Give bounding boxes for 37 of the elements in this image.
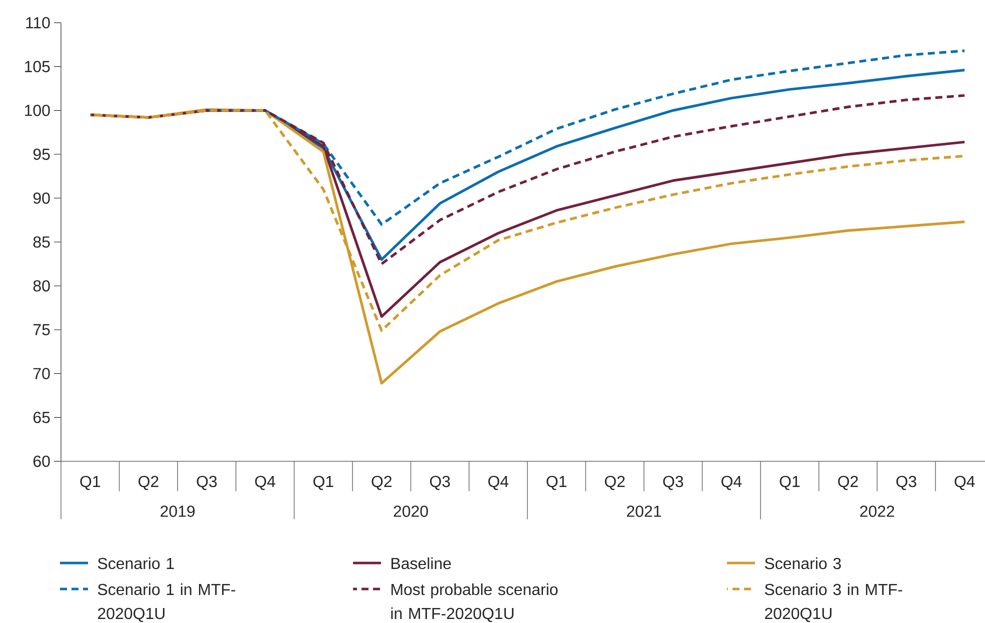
text: 2020 — [394, 506, 428, 517]
x-tick-label: Q1 — [546, 476, 566, 490]
text: 2021 — [626, 506, 661, 517]
x-tick-label: Q3 — [896, 476, 916, 490]
y-tick-label: 90 — [33, 192, 50, 204]
x-tick-label: Q1 — [80, 476, 100, 490]
y-tick-label: 95 — [33, 148, 50, 160]
x-tick-label: Q2 — [838, 476, 858, 490]
legend-label: Scenario 1 in MTF-2020Q1U — [98, 583, 236, 622]
x-tick-label: Q2 — [604, 476, 625, 490]
legend-label: Scenario 1 — [98, 557, 174, 570]
x-tick-label: Q4 — [488, 476, 508, 490]
y-tick-label: 110 — [26, 17, 50, 28]
y-tick-label: 70 — [33, 368, 50, 380]
text: 2022 — [860, 506, 894, 517]
legend-label: Scenario 3 — [764, 557, 841, 570]
x-tick-label: Q2 — [138, 476, 158, 490]
x-tick-label: Q1 — [780, 476, 800, 490]
y-tick-label: 105 — [25, 60, 50, 72]
y-tick-label: 60 — [33, 456, 50, 467]
x-tick-label: Q4 — [255, 476, 276, 490]
x-tick-label: Q3 — [196, 476, 217, 490]
x-tick-label: Q2 — [372, 476, 392, 490]
legend-label: Scenario 3 in MTF-2020Q1U — [764, 583, 902, 622]
y-tick-label: 85 — [33, 236, 50, 248]
y-tick-label: 65 — [33, 412, 50, 424]
x-tick-label: Q3 — [663, 476, 684, 490]
x-tick-label: Q4 — [721, 476, 742, 490]
legend-label: Baseline — [392, 557, 451, 570]
legend-label: Most probable scenario in MTF-2020Q1U — [391, 583, 558, 622]
y-tick-label: 80 — [33, 280, 50, 292]
x-tick-label: Q4 — [954, 476, 975, 490]
x-tick-label: Q1 — [313, 476, 334, 490]
y-tick-label: 100 — [25, 104, 50, 116]
y-tick-label: 75 — [33, 324, 50, 336]
x-tick-label: Q3 — [430, 476, 450, 490]
text: 2019 — [160, 506, 195, 517]
